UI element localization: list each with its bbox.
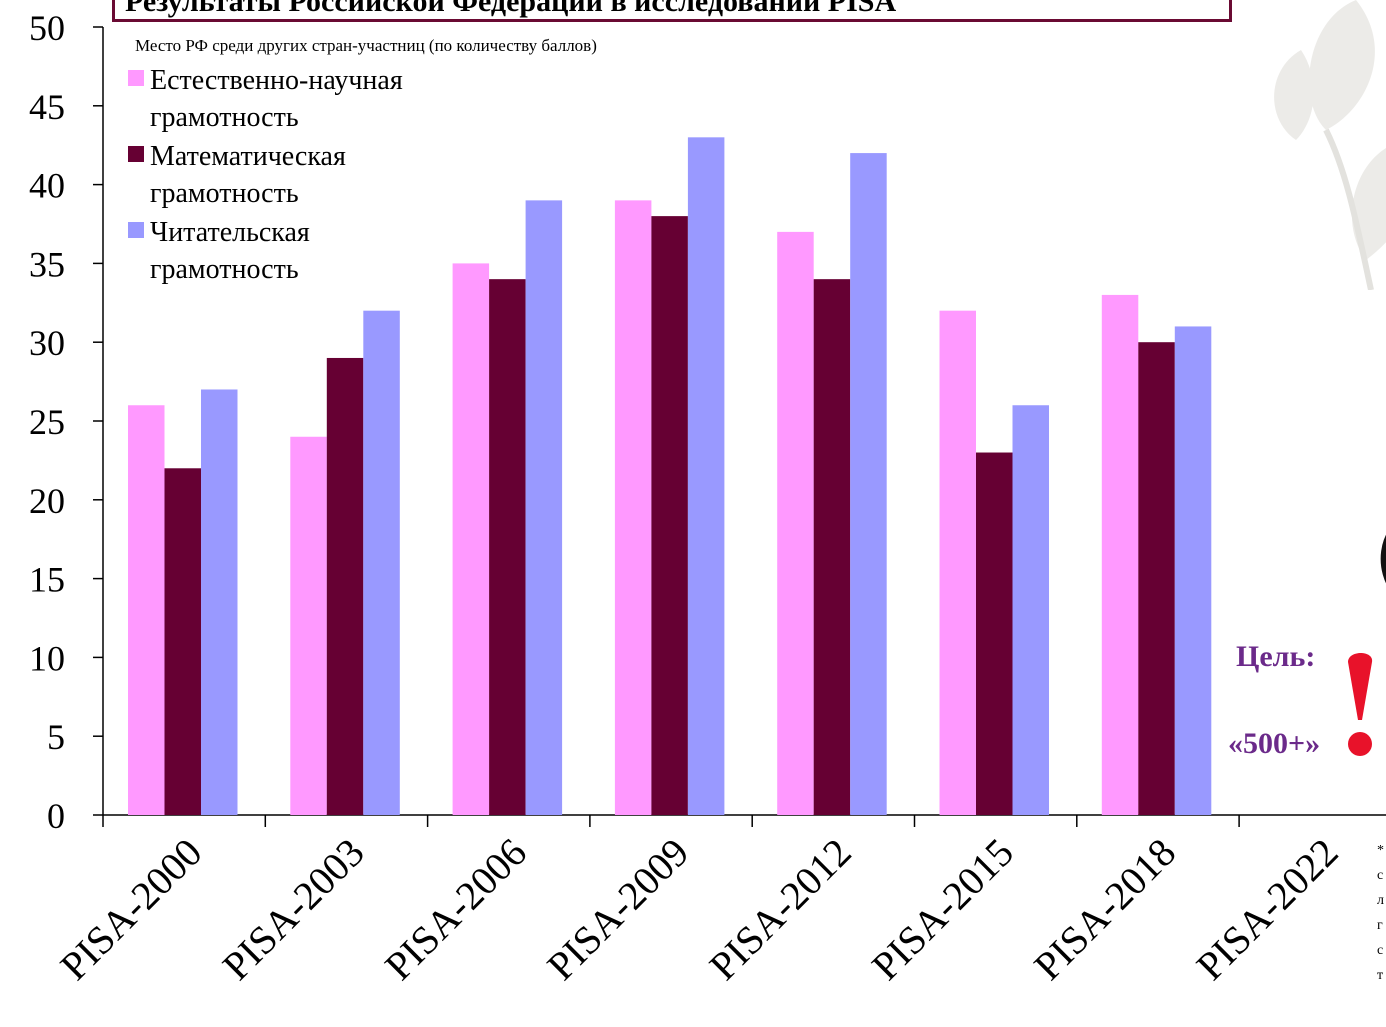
y-tick-label: 5 bbox=[47, 717, 65, 757]
y-axis: 0 5 10 15 20 25 30 35 40 45 50 bbox=[29, 8, 104, 836]
bar bbox=[452, 263, 490, 815]
y-tick-label: 20 bbox=[29, 481, 65, 521]
footnote-line: с bbox=[1377, 868, 1384, 883]
bar bbox=[939, 310, 976, 815]
footnote-line: г bbox=[1377, 918, 1383, 933]
x-tick-label: PISA-2022 bbox=[1187, 830, 1346, 989]
bar bbox=[1138, 342, 1175, 815]
x-tick-label: PISA-2000 bbox=[51, 830, 210, 989]
legend-item: Математическая грамотность bbox=[128, 138, 458, 212]
x-tick-label: PISA-2009 bbox=[538, 830, 697, 989]
y-tick-label: 0 bbox=[47, 796, 65, 836]
bar bbox=[850, 153, 887, 815]
bar bbox=[164, 468, 201, 815]
y-tick-label: 50 bbox=[29, 8, 65, 48]
bar bbox=[651, 216, 688, 815]
legend-item: Читательская грамотность bbox=[128, 214, 458, 288]
bar bbox=[201, 389, 238, 815]
y-tick-label: 25 bbox=[29, 402, 65, 442]
x-tick-label: PISA-2006 bbox=[376, 830, 535, 989]
bar bbox=[687, 137, 725, 815]
bars bbox=[128, 137, 1212, 816]
y-tick-label: 30 bbox=[29, 323, 65, 363]
legend-swatch bbox=[128, 70, 144, 86]
x-tick-label: PISA-2012 bbox=[701, 830, 860, 989]
leaf-decoration-icon bbox=[1274, 0, 1386, 290]
bar bbox=[1174, 326, 1212, 815]
bar bbox=[614, 200, 652, 816]
footnote: * с л г с т bbox=[1377, 838, 1384, 988]
legend-label: Математическая грамотность bbox=[150, 141, 346, 209]
legend-item: Естественно-научная грамотность bbox=[128, 62, 458, 136]
y-tick-label: 45 bbox=[29, 87, 65, 127]
bar bbox=[326, 357, 364, 815]
bar bbox=[128, 405, 165, 815]
goal-label: Цель: bbox=[1236, 640, 1316, 673]
chart-title: Результаты Российской Федерации в исслед… bbox=[112, 0, 1232, 22]
legend: Естественно-научная грамотность Математи… bbox=[128, 62, 458, 290]
chart-subtitle: Место РФ среди других стран-участниц (по… bbox=[135, 36, 597, 55]
legend-label: Естественно-научная грамотность bbox=[150, 65, 403, 133]
bar bbox=[777, 231, 814, 815]
legend-swatch bbox=[128, 222, 144, 238]
footnote-line: т bbox=[1377, 968, 1384, 983]
bar bbox=[1101, 294, 1139, 815]
legend-label: Читательская грамотность bbox=[150, 217, 310, 285]
bar bbox=[1012, 405, 1049, 815]
y-tick-label: 15 bbox=[29, 560, 65, 600]
goal-value: «500+» bbox=[1228, 727, 1321, 760]
x-tick-label: PISA-2015 bbox=[863, 830, 1022, 989]
exclamation-icon bbox=[1348, 653, 1373, 756]
footnote-line: с bbox=[1377, 943, 1384, 958]
y-tick-label: 35 bbox=[29, 244, 65, 284]
bar bbox=[813, 279, 851, 815]
ring-decoration-icon bbox=[1380, 534, 1386, 584]
bar bbox=[976, 452, 1013, 815]
bar bbox=[290, 436, 327, 815]
bar bbox=[363, 310, 400, 815]
x-tick-label: PISA-2018 bbox=[1025, 830, 1184, 989]
bar bbox=[525, 200, 563, 816]
legend-swatch bbox=[128, 146, 144, 162]
x-axis: PISA-2000 PISA-2003 PISA-2006 PISA-2009 PISA… bbox=[51, 814, 1386, 989]
y-tick-label: 10 bbox=[29, 638, 65, 678]
footnote-line: л bbox=[1377, 893, 1384, 908]
footnote-line: * bbox=[1377, 843, 1384, 858]
y-tick-label: 40 bbox=[29, 166, 65, 206]
x-tick-label: PISA-2003 bbox=[214, 830, 373, 989]
bar bbox=[489, 279, 526, 815]
